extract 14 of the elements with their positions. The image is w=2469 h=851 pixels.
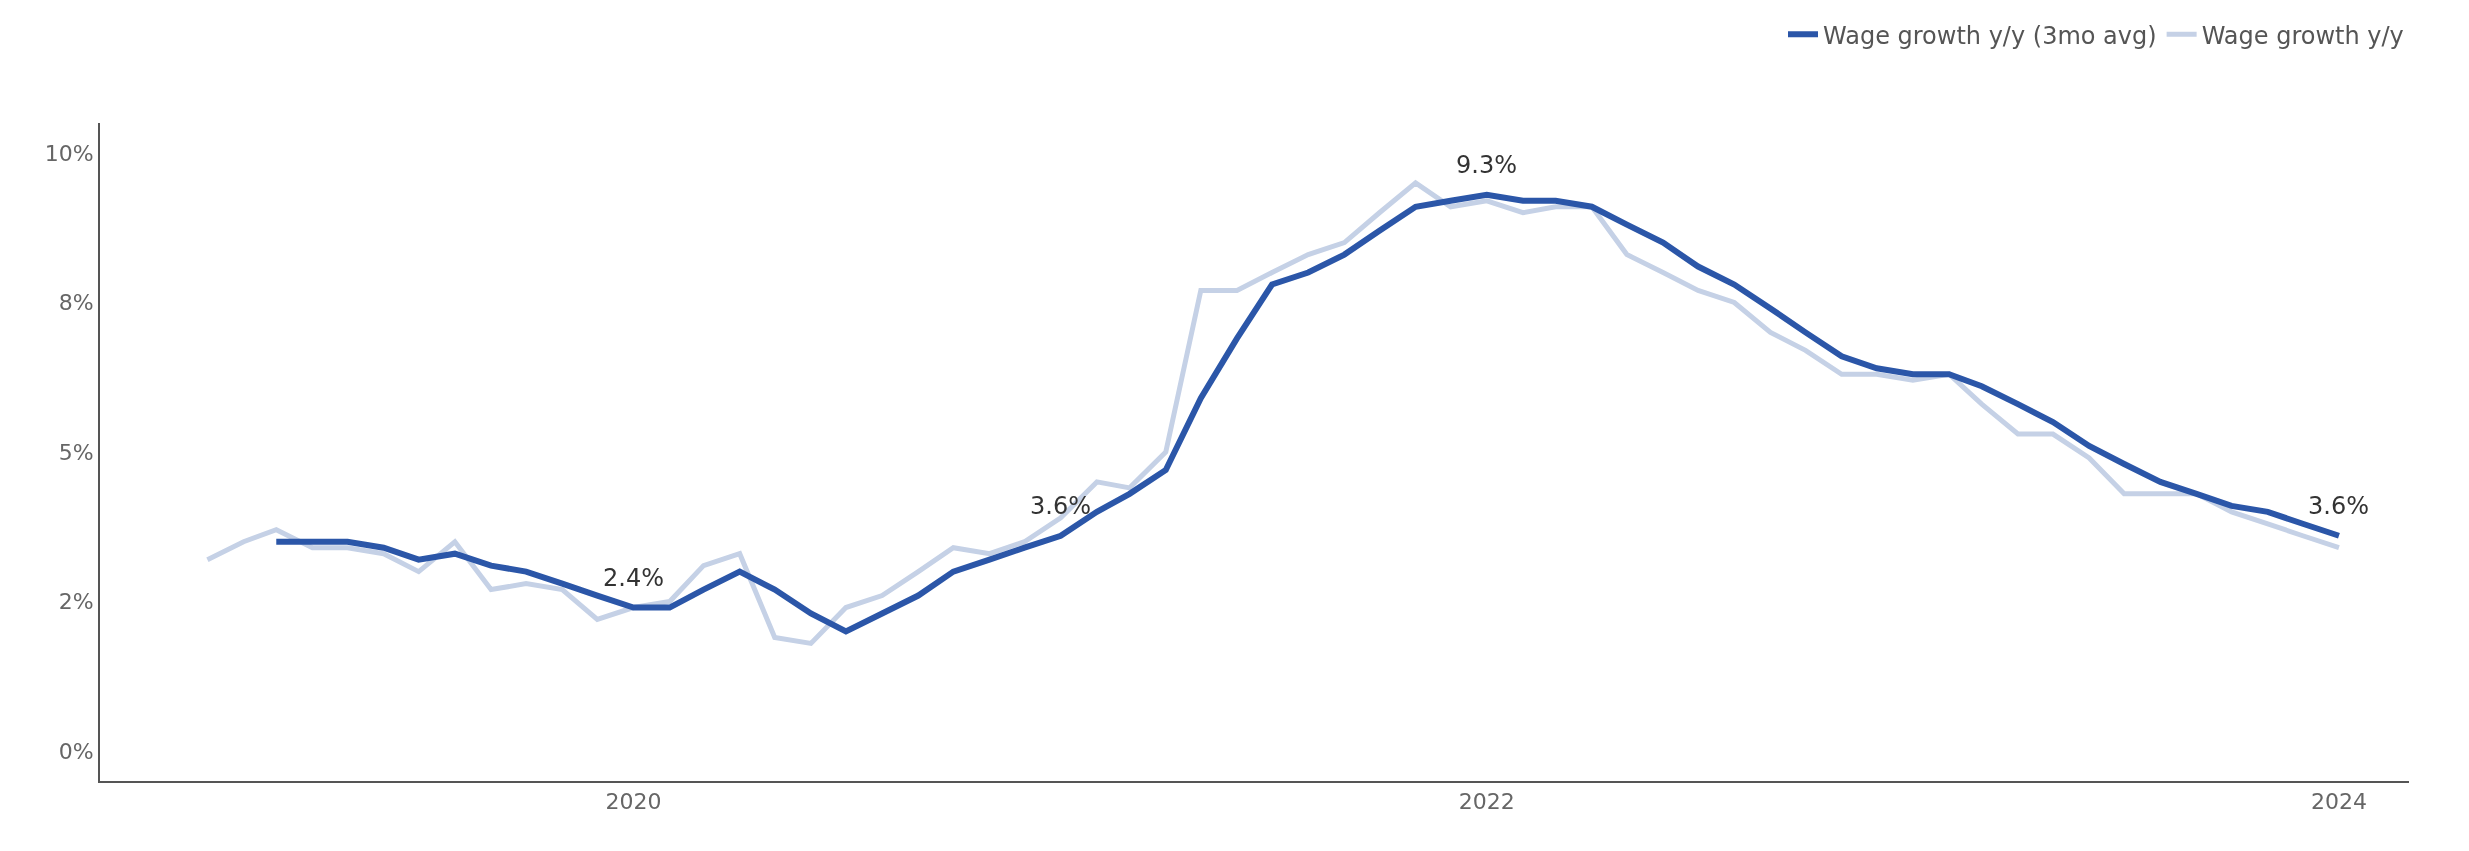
y-tick-label: 10% [44,140,94,166]
x-tick-label: 2020 [605,789,662,815]
y-tick-label: 0% [58,738,94,764]
legend-label: Wage growth y/y (3mo avg) [1823,21,2157,50]
annotation: 3.6% [1030,492,1091,520]
x-tick-label: 2022 [1458,789,1515,815]
x-tick-label: 2024 [2310,789,2367,815]
y-tick-label: 2% [58,589,94,615]
legend-label: Wage growth y/y [2201,21,2404,50]
annotation: 9.3% [1456,151,1517,179]
annotation: 3.6% [2308,492,2369,520]
annotation: 2.4% [603,564,664,592]
y-tick-label: 5% [58,439,94,465]
y-tick-label: 8% [58,290,94,316]
